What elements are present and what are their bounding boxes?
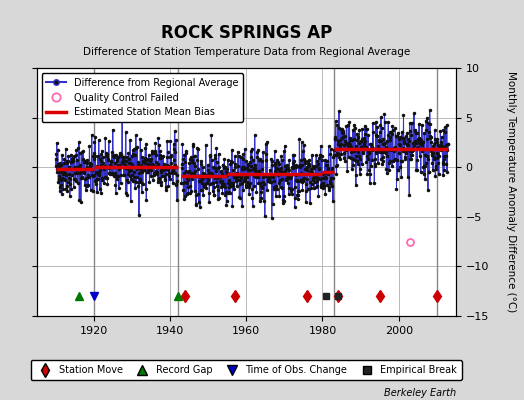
Text: Berkeley Earth: Berkeley Earth bbox=[384, 388, 456, 398]
Text: Difference of Station Temperature Data from Regional Average: Difference of Station Temperature Data f… bbox=[83, 47, 410, 57]
Legend: Difference from Regional Average, Quality Control Failed, Estimated Station Mean: Difference from Regional Average, Qualit… bbox=[41, 73, 243, 122]
Y-axis label: Monthly Temperature Anomaly Difference (°C): Monthly Temperature Anomaly Difference (… bbox=[506, 71, 516, 313]
Legend: Station Move, Record Gap, Time of Obs. Change, Empirical Break: Station Move, Record Gap, Time of Obs. C… bbox=[30, 360, 462, 380]
Text: ROCK SPRINGS AP: ROCK SPRINGS AP bbox=[161, 24, 332, 42]
